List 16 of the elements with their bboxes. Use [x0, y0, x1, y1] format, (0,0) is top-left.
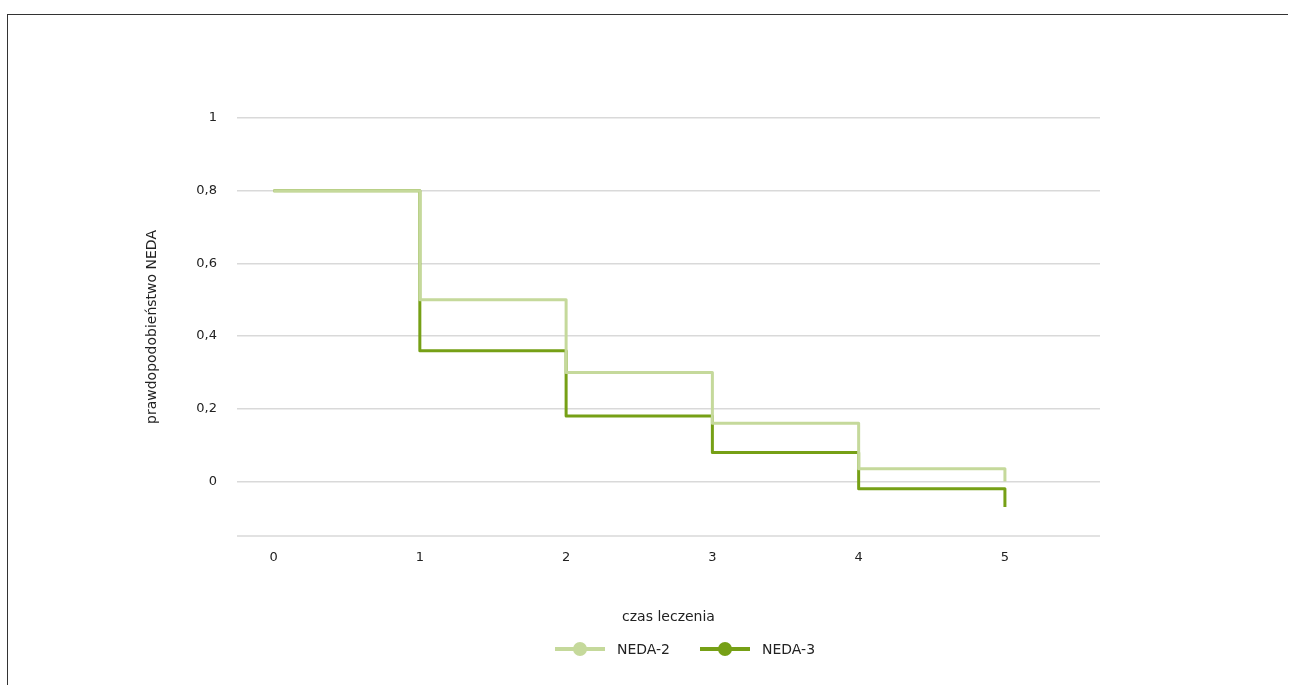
x-tick-label: 3: [708, 549, 717, 565]
legend-label: NEDA-3: [762, 641, 816, 657]
legend-label: NEDA-2: [616, 641, 670, 657]
y-tick-label: 0: [208, 472, 217, 488]
x-tick-label: 1: [415, 549, 424, 565]
x-axis-title: czas leczenia: [622, 608, 715, 625]
x-tick-label: 0: [269, 549, 278, 565]
x-tick-label: 2: [561, 549, 571, 565]
x-tick-label: 4: [854, 549, 863, 565]
y-tick-label: 0,8: [196, 182, 217, 198]
x-tick-label: 5: [1000, 549, 1010, 565]
y-axis-title: prawdopodobieństwo NEDA: [143, 229, 160, 424]
y-tick-label: 1: [208, 109, 217, 125]
y-tick-label: 0,6: [196, 254, 217, 270]
y-tick-label: 0,2: [196, 400, 217, 416]
y-tick-label: 0,4: [196, 327, 217, 343]
